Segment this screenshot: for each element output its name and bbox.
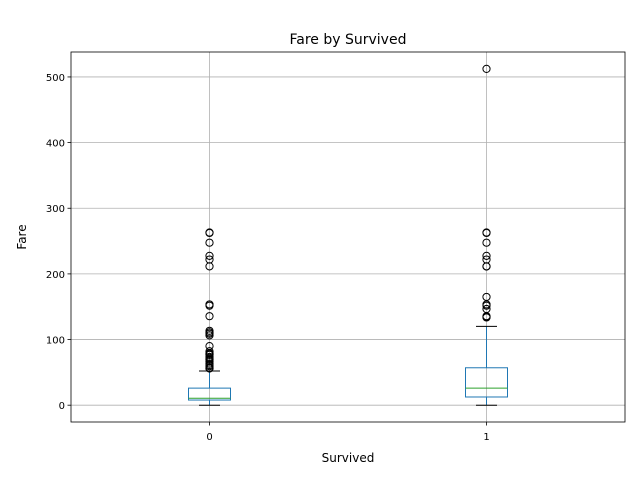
outlier-point: [205, 347, 214, 356]
outlier-point: [205, 326, 214, 335]
outlier-point: [482, 255, 491, 264]
y-tick-label: 0: [59, 401, 65, 412]
y-tick-label: 200: [46, 270, 65, 281]
outlier-point: [205, 238, 214, 247]
outlier-point: [205, 359, 214, 368]
grid-lines: [71, 52, 625, 422]
outlier-point: [205, 342, 214, 351]
axes-frame: [70, 51, 626, 423]
x-tick-label: 0: [206, 432, 212, 443]
outlier-point: [482, 251, 491, 260]
outlier-point: [482, 292, 491, 302]
outlier-point: [482, 304, 491, 314]
outlier-point: [205, 228, 214, 237]
iqr-box: [188, 387, 231, 401]
outlier-point: [482, 64, 491, 73]
outlier-point: [205, 300, 214, 309]
box-group-1: [465, 64, 508, 406]
y-tick-label: 100: [46, 336, 65, 347]
box-group-0: [188, 228, 231, 406]
chart-title: Fare by Survived: [290, 32, 407, 48]
outlier-point: [205, 251, 214, 260]
y-axis-label: Fare: [15, 224, 29, 249]
outlier-point: [482, 228, 491, 237]
outlier-point: [205, 352, 214, 362]
outlier-point: [482, 238, 491, 247]
outlier-point: [205, 255, 214, 264]
axis-ticks: 0 100 200 300 400 500 0 1: [46, 73, 490, 443]
x-tick-label: 1: [483, 432, 489, 443]
x-axis-label: Survived: [322, 451, 375, 465]
iqr-box: [465, 367, 508, 398]
y-tick-label: 400: [46, 139, 65, 150]
boxes: [188, 64, 508, 406]
outlier-point: [205, 312, 214, 321]
y-tick-label: 300: [46, 204, 65, 215]
y-tick-label: 500: [46, 73, 65, 84]
